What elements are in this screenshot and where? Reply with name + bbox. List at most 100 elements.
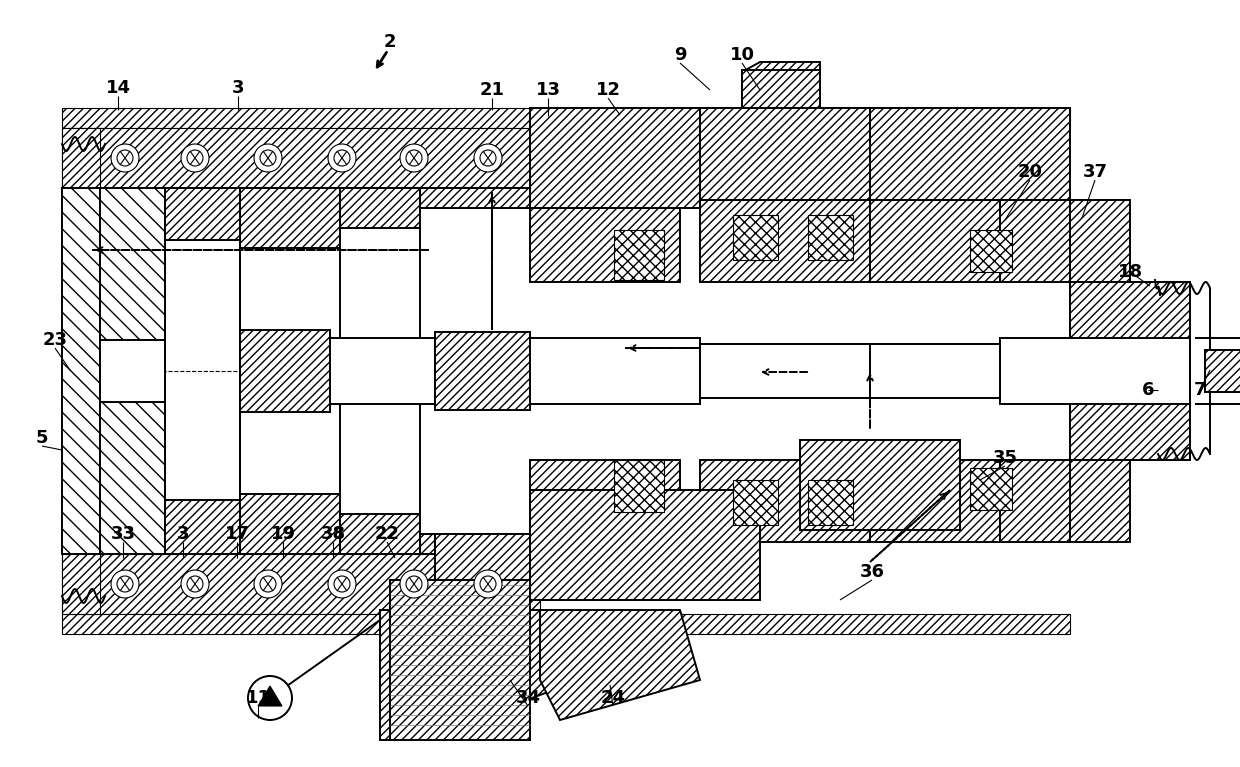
Bar	[100, 188, 165, 554]
Circle shape	[260, 576, 277, 592]
Polygon shape	[420, 188, 539, 208]
Text: 22: 22	[374, 525, 399, 543]
Polygon shape	[62, 554, 100, 614]
Polygon shape	[100, 188, 165, 554]
Bar	[614, 460, 663, 512]
Polygon shape	[742, 70, 820, 108]
Polygon shape	[870, 344, 999, 398]
Bar	[808, 215, 853, 260]
Circle shape	[254, 570, 281, 598]
Polygon shape	[435, 534, 529, 640]
Polygon shape	[165, 188, 241, 240]
Text: 36: 36	[859, 563, 884, 581]
Polygon shape	[165, 500, 241, 554]
Polygon shape	[529, 338, 701, 404]
Polygon shape	[241, 494, 340, 554]
Bar	[614, 230, 663, 280]
Polygon shape	[1070, 460, 1130, 542]
Text: 2: 2	[383, 33, 397, 51]
Circle shape	[480, 150, 496, 166]
Polygon shape	[529, 460, 680, 534]
Polygon shape	[241, 188, 340, 248]
Circle shape	[401, 144, 428, 172]
Circle shape	[254, 144, 281, 172]
Polygon shape	[1070, 282, 1190, 350]
Bar	[808, 480, 853, 525]
Circle shape	[480, 576, 496, 592]
Polygon shape	[800, 440, 960, 530]
Polygon shape	[62, 554, 539, 614]
Polygon shape	[62, 614, 1070, 634]
Polygon shape	[701, 62, 870, 200]
Circle shape	[329, 144, 356, 172]
Polygon shape	[701, 200, 870, 282]
Circle shape	[474, 144, 502, 172]
Bar	[733, 480, 777, 525]
Polygon shape	[999, 338, 1190, 404]
Circle shape	[329, 570, 356, 598]
Circle shape	[334, 576, 350, 592]
Circle shape	[334, 150, 350, 166]
Bar	[1205, 350, 1240, 392]
Circle shape	[117, 576, 133, 592]
Text: 33: 33	[110, 525, 135, 543]
Polygon shape	[870, 460, 999, 542]
Polygon shape	[435, 332, 529, 410]
Text: 3: 3	[232, 79, 244, 97]
Polygon shape	[701, 460, 870, 542]
Polygon shape	[62, 128, 100, 188]
Polygon shape	[529, 490, 760, 600]
Text: 3: 3	[177, 525, 190, 543]
Circle shape	[117, 150, 133, 166]
Polygon shape	[529, 208, 680, 282]
Circle shape	[401, 570, 428, 598]
Text: 18: 18	[1117, 263, 1142, 281]
Polygon shape	[539, 610, 701, 720]
Circle shape	[181, 570, 210, 598]
Polygon shape	[340, 514, 420, 554]
Polygon shape	[62, 108, 1070, 128]
Circle shape	[187, 576, 203, 592]
Circle shape	[112, 570, 139, 598]
Text: 20: 20	[1018, 163, 1043, 181]
Polygon shape	[330, 338, 435, 404]
Bar	[100, 188, 165, 554]
Text: 19: 19	[270, 525, 295, 543]
Polygon shape	[1070, 200, 1130, 282]
Circle shape	[474, 570, 502, 598]
Polygon shape	[62, 128, 539, 188]
Circle shape	[187, 150, 203, 166]
Polygon shape	[379, 610, 580, 740]
Polygon shape	[701, 344, 870, 398]
Polygon shape	[420, 534, 539, 554]
Text: 9: 9	[673, 46, 686, 64]
Text: 34: 34	[516, 689, 541, 707]
Polygon shape	[870, 108, 1070, 200]
Polygon shape	[62, 188, 100, 554]
Text: 5: 5	[36, 429, 48, 447]
Text: 13: 13	[536, 81, 560, 99]
Polygon shape	[999, 460, 1070, 542]
Polygon shape	[100, 340, 165, 402]
Text: 17: 17	[224, 525, 249, 543]
Text: 6: 6	[1142, 381, 1154, 399]
Text: 24: 24	[600, 689, 625, 707]
Circle shape	[260, 150, 277, 166]
Circle shape	[248, 676, 291, 720]
Bar	[970, 468, 1012, 510]
Polygon shape	[340, 188, 420, 228]
Bar	[970, 230, 1012, 272]
Polygon shape	[701, 108, 870, 200]
Text: 38: 38	[320, 525, 346, 543]
Text: 7: 7	[1194, 381, 1207, 399]
Polygon shape	[258, 686, 281, 706]
Polygon shape	[241, 330, 330, 412]
Circle shape	[112, 144, 139, 172]
Circle shape	[405, 150, 422, 166]
Text: 23: 23	[42, 331, 67, 349]
Polygon shape	[529, 108, 701, 208]
Text: 21: 21	[480, 81, 505, 99]
Circle shape	[181, 144, 210, 172]
Text: 35: 35	[992, 449, 1018, 467]
Polygon shape	[1070, 392, 1190, 460]
